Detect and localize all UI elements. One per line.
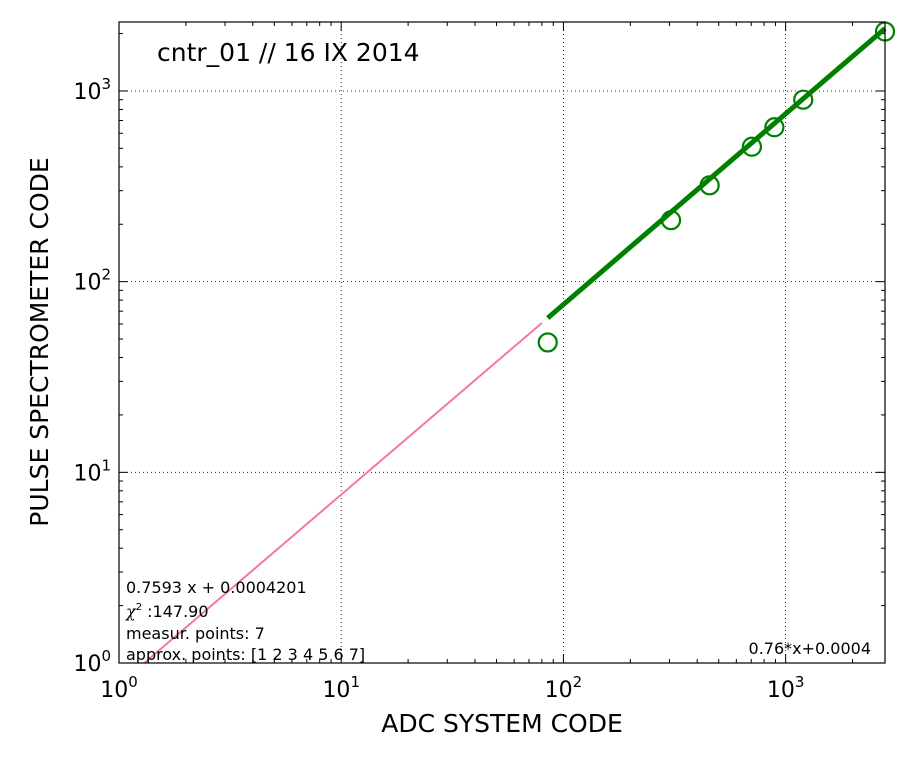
- x-tick-label: 101: [322, 673, 360, 703]
- y-tick-label: 102: [73, 266, 111, 296]
- chi-square-note: χ2 :147.90: [125, 602, 209, 621]
- y-tick-exponent: 1: [101, 456, 111, 474]
- chart-title: cntr_01 // 16 IX 2014: [157, 38, 420, 67]
- chi-exponent: 2: [136, 602, 142, 613]
- x-tick-label: 100: [100, 673, 138, 703]
- x-tick-label: 102: [545, 673, 583, 703]
- fit-extrapolation-line: [143, 322, 543, 664]
- fit-lines: [143, 26, 887, 664]
- x-tick-label: 103: [767, 673, 805, 703]
- y-axis-label: PULSE SPECTROMETER CODE: [25, 157, 54, 526]
- data-point: [537, 332, 558, 353]
- fit-line: [546, 26, 887, 320]
- y-tick-label: 101: [73, 456, 111, 486]
- data-points: [537, 21, 896, 353]
- fit-short-note: 0.76*x+0.0004: [749, 639, 871, 658]
- chi-symbol: χ: [125, 602, 137, 621]
- y-tick-label: 100: [73, 647, 111, 677]
- chi-value: :147.90: [142, 602, 208, 621]
- plot-background: [119, 22, 885, 663]
- data-point: [660, 210, 682, 231]
- approx-points-note: approx. points: [1 2 3 4 5 6 7]: [126, 645, 365, 664]
- measured-points-note: measur. points: 7: [126, 624, 265, 643]
- y-tick-exponent: 0: [101, 647, 111, 665]
- x-tick-labels: 100 101 102 103: [100, 673, 804, 703]
- data-point: [699, 175, 720, 196]
- x-tick-base: 10: [322, 678, 350, 703]
- x-tick-exponent: 0: [128, 673, 138, 691]
- y-tick-exponent: 3: [101, 75, 111, 93]
- x-tick-exponent: 2: [573, 673, 583, 691]
- y-tick-exponent: 2: [101, 266, 111, 284]
- x-tick-base: 10: [545, 678, 573, 703]
- y-tick-base: 10: [73, 271, 101, 296]
- grid: [119, 22, 885, 663]
- data-point: [793, 89, 814, 110]
- x-tick-base: 10: [100, 678, 128, 703]
- y-tick-base: 10: [73, 80, 101, 105]
- x-tick-exponent: 1: [350, 673, 360, 691]
- data-point: [741, 136, 763, 157]
- y-tick-base: 10: [73, 461, 101, 486]
- data-point: [764, 117, 785, 138]
- x-tick-base: 10: [767, 678, 795, 703]
- plot-frame: [118, 21, 886, 664]
- y-tick-label: 103: [73, 75, 111, 105]
- fit-equation-note: 0.7593 x + 0.0004201: [126, 578, 307, 597]
- y-tick-base: 10: [73, 652, 101, 677]
- x-tick-exponent: 3: [795, 673, 805, 691]
- x-axis-label: ADC SYSTEM CODE: [381, 709, 623, 738]
